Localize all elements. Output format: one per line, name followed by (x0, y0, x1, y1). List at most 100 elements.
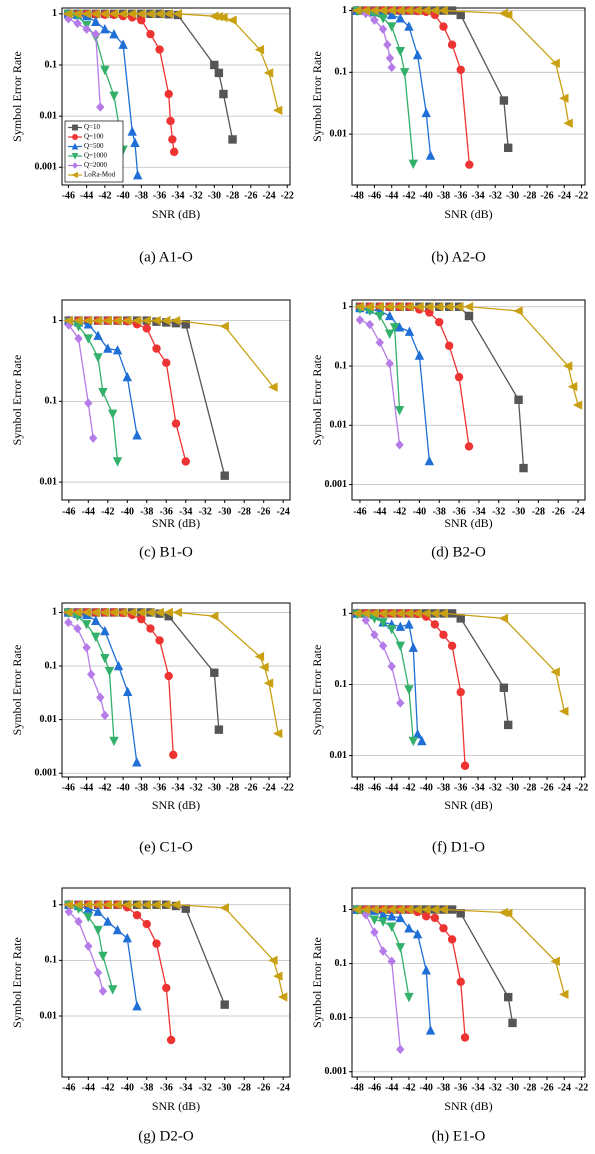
y-tick-label: 1 (342, 608, 347, 619)
x-tick-label: -46 (368, 1082, 381, 1093)
marker (98, 387, 108, 398)
marker (421, 965, 431, 975)
x-tick-label: -22 (575, 190, 588, 201)
marker (112, 457, 123, 467)
marker (444, 341, 454, 350)
marker (394, 322, 405, 332)
marker (360, 5, 371, 16)
marker (421, 904, 431, 915)
subplot: 1 0.1 0.01 0.001 -46 -44 -42 -40 -38 -36 -34 -32 -30… (10, 7, 294, 265)
marker (559, 93, 569, 103)
marker (72, 9, 82, 19)
marker (107, 409, 118, 420)
y-tick-label: 0.001 (35, 162, 58, 173)
marker (170, 900, 181, 910)
marker (163, 607, 173, 618)
plot-frame (351, 602, 586, 778)
marker (412, 928, 423, 939)
marker (273, 971, 283, 981)
x-axis-label: SNR (dB) (152, 1099, 200, 1113)
marker (456, 10, 465, 20)
x-tick-label: -44 (80, 190, 93, 201)
marker (169, 750, 178, 760)
y-tick-label: 1 (342, 5, 347, 16)
marker (64, 617, 73, 628)
marker (93, 353, 103, 363)
y-tick-label: 0.1 (335, 679, 348, 690)
y-tick-label: 0.1 (45, 396, 58, 407)
marker (122, 371, 132, 382)
marker (421, 5, 431, 16)
marker (374, 302, 384, 312)
y-tick-label: 1 (342, 301, 347, 312)
x-tick-label: -30 (208, 782, 221, 793)
x-tick-label: -38 (437, 782, 450, 793)
marker (219, 903, 229, 913)
marker (172, 9, 183, 19)
subplot: 1 0.1 0.01 0.001-48 -46 -44 -42 -40 -38 -36 -34 -32… (310, 887, 588, 1144)
x-tick-label: -22 (281, 782, 294, 793)
marker (404, 326, 415, 336)
marker (434, 302, 444, 312)
marker (365, 319, 375, 330)
marker (443, 302, 454, 312)
y-tick-label: 0.001 (35, 768, 58, 779)
x-tick-label: -32 (189, 782, 202, 793)
marker (438, 904, 448, 915)
marker (82, 24, 91, 34)
x-tick-label: -44 (385, 190, 398, 201)
legend-marker (72, 124, 78, 131)
x-tick-label: -28 (532, 506, 545, 517)
marker (209, 611, 219, 621)
marker (369, 5, 379, 16)
x-tick-label: -36 (454, 190, 467, 201)
x-tick-label: -36 (160, 1082, 173, 1093)
x-tick-label: -24 (558, 782, 571, 793)
x-tick-label: -44 (385, 782, 398, 793)
marker (100, 653, 110, 664)
plot-frame (351, 299, 586, 501)
x-tick-label: -34 (179, 506, 192, 517)
x-tick-label: -42 (402, 1082, 415, 1093)
marker (92, 900, 103, 910)
x-tick-label: -30 (208, 190, 221, 201)
marker (370, 927, 379, 937)
x-tick-label: -24 (277, 506, 290, 517)
caption: (a) A1-O (139, 249, 193, 265)
marker (161, 315, 171, 326)
y-tick-label: 0.01 (40, 714, 58, 725)
marker (408, 736, 418, 747)
marker (386, 22, 397, 32)
legend-label: Q=500 (84, 142, 104, 150)
marker (386, 624, 397, 635)
marker (369, 608, 379, 619)
marker (439, 22, 448, 31)
marker (386, 608, 396, 619)
marker (364, 302, 375, 312)
marker (361, 615, 371, 625)
y-tick-label: 0.001 (325, 479, 348, 490)
marker (112, 900, 122, 910)
x-tick-label: -40 (413, 506, 426, 517)
marker (370, 630, 379, 640)
y-tick-label: 0.01 (40, 476, 58, 487)
marker (429, 904, 440, 915)
marker (132, 1000, 142, 1011)
marker (272, 728, 283, 739)
marker (408, 642, 418, 652)
caption: (d) B2-O (431, 544, 486, 560)
marker (519, 463, 528, 473)
x-tick-label: -32 (199, 1082, 212, 1093)
x-tick-label: -42 (101, 1082, 114, 1093)
marker (385, 358, 394, 369)
x-tick-label: -26 (540, 190, 553, 201)
marker (73, 623, 82, 634)
marker (395, 904, 405, 915)
marker (88, 433, 98, 443)
marker (425, 150, 436, 160)
marker (421, 107, 431, 118)
marker (168, 135, 177, 144)
x-tick-label: -30 (512, 506, 525, 517)
marker (100, 710, 110, 721)
marker (395, 621, 406, 631)
